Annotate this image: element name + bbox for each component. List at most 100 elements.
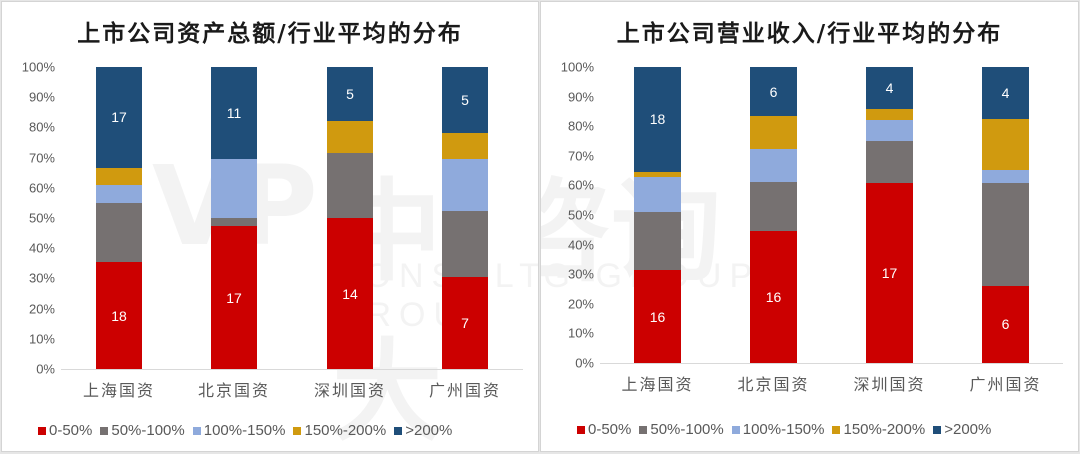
data-label: 5 xyxy=(461,91,469,108)
y-tick-label: 50% xyxy=(567,207,594,223)
bar-segment: 18 xyxy=(634,67,681,172)
y-tick-label: 80% xyxy=(28,119,55,135)
y-tick-label: 40% xyxy=(28,240,55,256)
y-tick-label: 40% xyxy=(567,237,594,253)
legend-swatch-icon xyxy=(731,425,740,434)
bar-segment: 17 xyxy=(211,226,257,369)
bar-segment: 17 xyxy=(96,67,142,168)
y-tick-label: 90% xyxy=(28,89,55,105)
bar-segment: 18 xyxy=(96,262,142,369)
legend-swatch-icon xyxy=(577,425,585,434)
data-label: 7 xyxy=(461,315,469,332)
y-tick-label: 10% xyxy=(567,325,594,341)
data-label: 6 xyxy=(1001,316,1010,333)
y-tick-label: 20% xyxy=(28,301,55,317)
legend-item: 150%-200% xyxy=(293,422,386,439)
stacked-bar: 18 17 xyxy=(96,67,142,369)
chart-panel-total-assets: VP 中大咨询 CONSULTING GROUP 上市公司资产总额/行业平均的分… xyxy=(1,1,539,452)
chart-panel-revenue: 咨询 NG GROUP 上市公司营业收入/行业平均的分布 0%10%20%30%… xyxy=(540,1,1079,452)
chart-title: 上市公司营业收入/行业平均的分布 xyxy=(616,20,1003,47)
stacked-bar: 17 4 xyxy=(866,67,913,363)
bar-segment xyxy=(442,211,488,278)
x-category-label: 上海国资 xyxy=(82,381,155,400)
x-category-label: 广州国资 xyxy=(969,375,1042,394)
y-tick-label: 30% xyxy=(28,270,55,286)
legend-item: >200% xyxy=(933,421,991,438)
x-category-label: 上海国资 xyxy=(621,375,694,394)
y-tick-label: 70% xyxy=(567,148,594,164)
bar-segment xyxy=(327,153,373,218)
bar-segment: 14 xyxy=(327,218,373,369)
bar-segment xyxy=(96,167,142,186)
y-tick-label: 70% xyxy=(28,150,55,166)
y-tick-label: 80% xyxy=(567,118,594,134)
data-label: 17 xyxy=(881,265,898,282)
bar-segment: 4 xyxy=(982,67,1029,119)
legend-label: >200% xyxy=(405,422,453,439)
x-category-label: 北京国资 xyxy=(197,381,270,400)
bar-segment: 6 xyxy=(750,67,797,117)
data-label: 17 xyxy=(226,289,242,306)
legend-swatch-icon xyxy=(933,425,942,434)
bar-segment xyxy=(96,185,142,204)
y-tick-label: 100% xyxy=(560,59,594,75)
stacked-bar: 14 5 xyxy=(327,67,373,369)
legend-label: 100%-150% xyxy=(203,422,286,439)
x-category-label: 广州国资 xyxy=(428,381,501,400)
data-label: 17 xyxy=(111,109,127,126)
x-axis-line xyxy=(600,363,1063,364)
y-tick-label: 100% xyxy=(21,59,55,75)
y-tick-label: 10% xyxy=(28,331,55,347)
chart-legend: 0-50% 50%-100% 100%-150% 150%-200% >200% xyxy=(38,422,460,439)
y-tick-label: 50% xyxy=(28,210,55,226)
legend-swatch-icon xyxy=(394,426,403,435)
y-tick-label: 30% xyxy=(567,266,594,282)
chart-legend: 0-50% 50%-100% 100%-150% 150%-200% >200% xyxy=(577,421,999,438)
y-tick-label: 0% xyxy=(575,355,594,371)
legend-item: 50%-100% xyxy=(100,422,185,439)
legend-item: 150%-200% xyxy=(832,421,925,438)
legend-swatch-icon xyxy=(38,426,46,435)
legend-item: 0-50% xyxy=(577,421,631,438)
bar-segment: 6 xyxy=(982,285,1029,363)
bar-segment xyxy=(750,149,797,183)
bar-segment xyxy=(211,159,257,219)
bar-segment xyxy=(866,119,913,142)
data-label: 5 xyxy=(346,85,354,102)
bar-segment xyxy=(982,169,1029,183)
bar-segment xyxy=(634,171,681,178)
data-label: 18 xyxy=(111,307,127,324)
data-label: 4 xyxy=(1001,84,1010,101)
bar-segment xyxy=(634,177,681,213)
data-label: 4 xyxy=(885,80,894,97)
bar-segment: 16 xyxy=(750,231,797,363)
bar-segment: 16 xyxy=(634,270,681,363)
x-axis-line xyxy=(61,369,523,370)
y-tick-label: 60% xyxy=(28,180,55,196)
y-tick-label: 60% xyxy=(567,177,594,193)
data-label: 14 xyxy=(342,285,358,302)
legend-item: 100%-150% xyxy=(192,422,286,439)
bar-segment xyxy=(750,182,797,232)
legend-item: 50%-100% xyxy=(639,421,724,438)
bar-segment xyxy=(442,132,488,159)
stacked-bar: 16 18 xyxy=(634,67,681,363)
bar-segment xyxy=(982,182,1029,286)
legend-item: 100%-150% xyxy=(731,421,824,438)
legend-label: 0-50% xyxy=(49,422,93,439)
legend-swatch-icon xyxy=(100,426,109,435)
legend-swatch-icon xyxy=(639,425,648,434)
bar-segment: 17 xyxy=(866,183,913,363)
data-label: 16 xyxy=(649,308,666,325)
y-tick-label: 20% xyxy=(567,296,594,312)
x-category-label: 北京国资 xyxy=(737,375,810,394)
bar-segment xyxy=(327,120,373,154)
bar-segment xyxy=(96,203,142,263)
legend-label: 150%-200% xyxy=(304,422,387,439)
chart-title: 上市公司资产总额/行业平均的分布 xyxy=(77,20,463,47)
data-label: 18 xyxy=(649,111,666,128)
legend-swatch-icon xyxy=(293,426,302,435)
legend-swatch-icon xyxy=(192,426,201,435)
